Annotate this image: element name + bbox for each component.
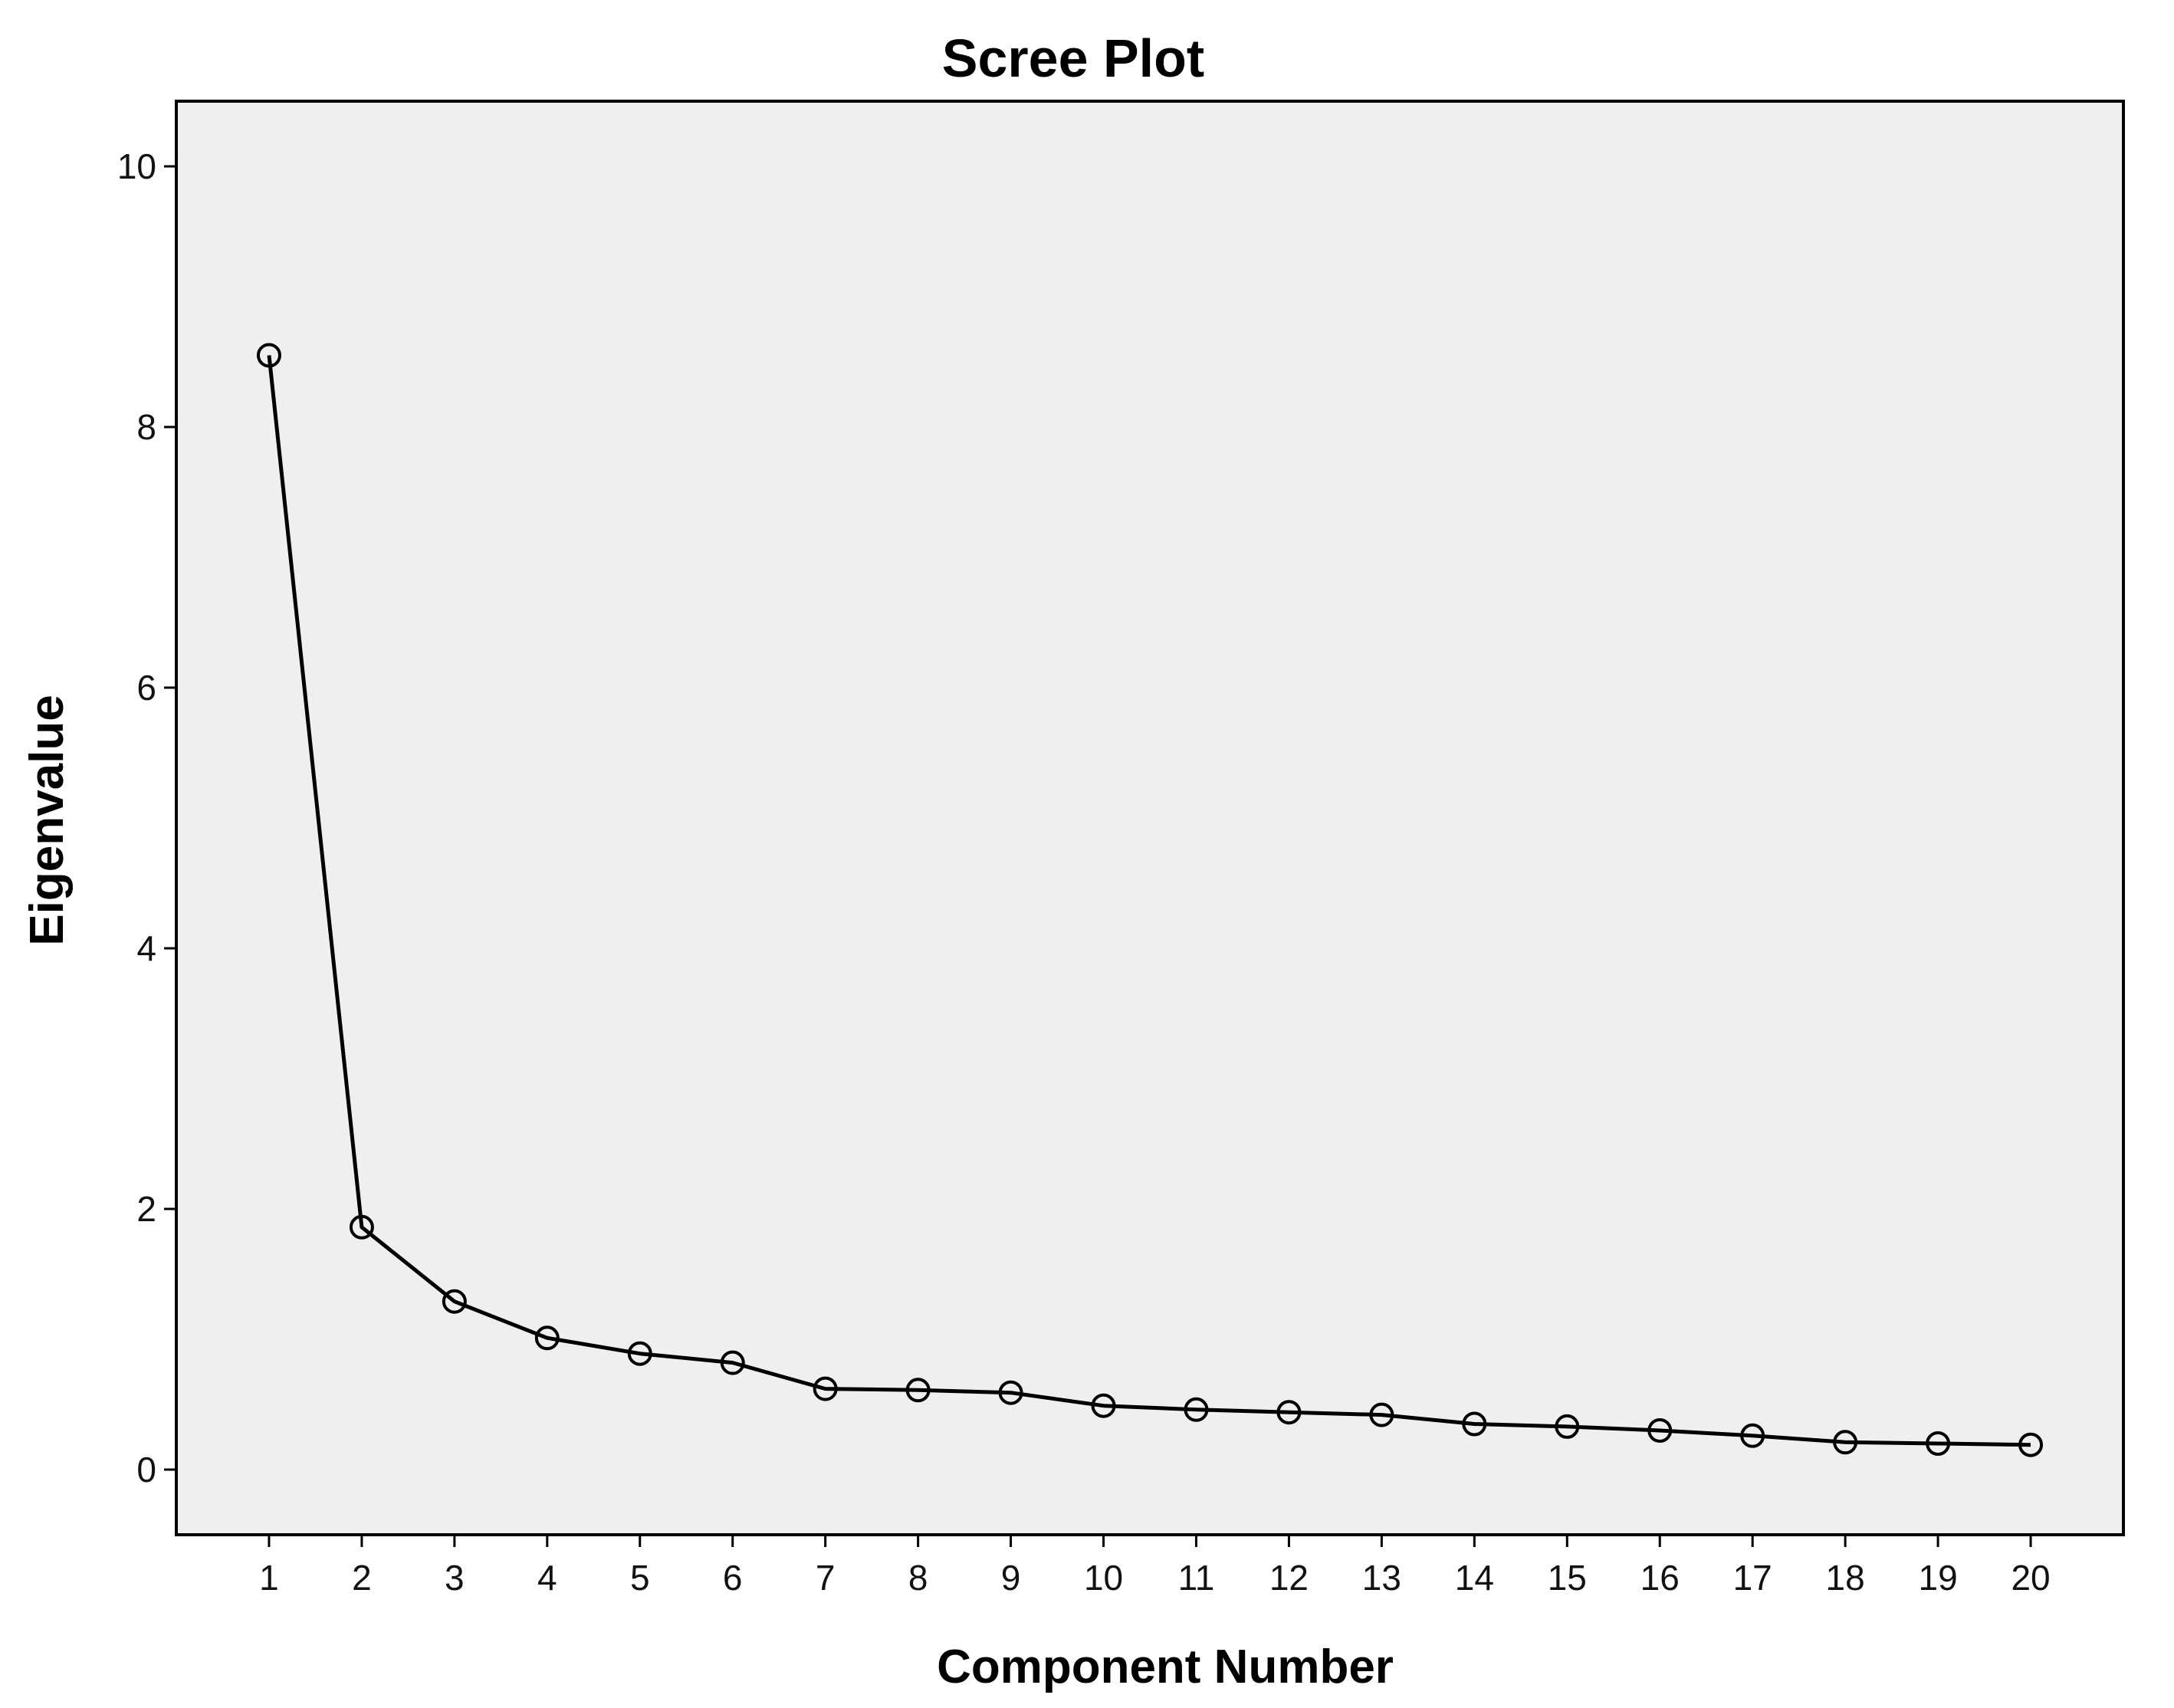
data-point <box>998 1380 1023 1405</box>
data-point <box>2018 1432 2044 1457</box>
x-tick-label: 13 <box>1362 1558 1401 1598</box>
x-tick-label: 20 <box>2011 1558 2050 1598</box>
x-tick-label: 5 <box>630 1558 650 1598</box>
y-tick-label: 10 <box>117 146 156 186</box>
data-point <box>1555 1414 1580 1439</box>
data-point <box>1091 1393 1116 1418</box>
x-tick-label: 17 <box>1733 1558 1772 1598</box>
y-tick-label: 2 <box>136 1189 156 1229</box>
x-tick-label: 16 <box>1640 1558 1680 1598</box>
y-tick-label: 8 <box>136 407 156 447</box>
x-tick-label: 7 <box>816 1558 836 1598</box>
data-point <box>905 1378 931 1403</box>
x-tick-label: 14 <box>1455 1558 1494 1598</box>
y-axis-label: Eigenvalue <box>21 695 74 945</box>
x-tick-label: 15 <box>1548 1558 1587 1598</box>
data-markers <box>256 343 2044 1457</box>
data-point <box>813 1376 838 1401</box>
y-tick-label: 0 <box>136 1450 156 1490</box>
x-tick-label: 2 <box>352 1558 372 1598</box>
data-point <box>1276 1400 1302 1425</box>
plot-area <box>175 100 2125 1536</box>
x-tick-label: 11 <box>1178 1558 1215 1598</box>
eigenvalue-series-line <box>267 355 2031 1447</box>
data-point <box>534 1325 560 1351</box>
x-axis: 1 2 3 4 5 6 7 8 9 10 11 12 13 14 15 16 17 18 19 20 <box>259 1535 2051 1598</box>
data-point <box>1647 1418 1673 1443</box>
data-point <box>1462 1411 1487 1437</box>
data-point <box>720 1350 745 1375</box>
data-point <box>349 1214 374 1240</box>
x-tick-label: 19 <box>1919 1558 1958 1598</box>
data-point <box>1184 1397 1209 1422</box>
data-point <box>1369 1402 1394 1427</box>
x-axis-label: Component Number <box>937 1641 1394 1693</box>
x-tick-label: 8 <box>908 1558 928 1598</box>
x-tick-label: 3 <box>445 1558 465 1598</box>
y-axis: 0 2 4 6 8 10 <box>117 146 176 1490</box>
x-tick-label: 10 <box>1084 1558 1123 1598</box>
data-point <box>256 343 281 368</box>
x-tick-label: 9 <box>1001 1558 1021 1598</box>
data-point <box>1833 1430 1858 1455</box>
y-tick-label: 4 <box>136 928 156 968</box>
x-tick-label: 18 <box>1826 1558 1865 1598</box>
data-point <box>1740 1423 1765 1448</box>
data-point <box>627 1341 652 1366</box>
data-point <box>1926 1431 1951 1456</box>
x-tick-label: 1 <box>259 1558 279 1598</box>
chart-title: Scree Plot <box>942 28 1204 88</box>
data-point <box>442 1289 467 1314</box>
x-tick-label: 4 <box>537 1558 557 1598</box>
x-tick-label: 12 <box>1269 1558 1309 1598</box>
y-tick-label: 6 <box>136 668 156 708</box>
x-tick-label: 6 <box>723 1558 743 1598</box>
